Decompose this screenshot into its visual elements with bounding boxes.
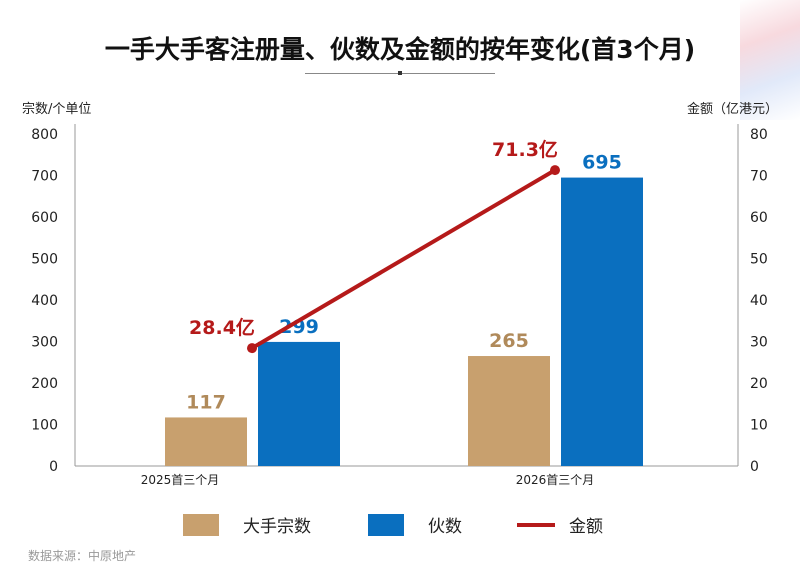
right-tick-label: 40 bbox=[750, 293, 768, 309]
legend-label: 伙数 bbox=[428, 517, 462, 537]
chart-svg: 0 100 200 300 400 500 600 700 800 0 10 20 30 40 50 60 70… bbox=[31, 124, 768, 487]
bar-units bbox=[258, 341, 340, 466]
left-tick-label: 100 bbox=[31, 418, 58, 434]
legend-label: 大手宗数 bbox=[243, 517, 311, 537]
x-tick-label: 2025首三个月 bbox=[141, 473, 220, 487]
data-label: 695 bbox=[582, 152, 622, 174]
amount-point bbox=[550, 165, 560, 176]
left-tick-label: 600 bbox=[31, 210, 58, 226]
chart-title: 一手大手客注册量、伙数及金额的按年变化(首3个月) bbox=[104, 35, 696, 64]
left-tick-label: 400 bbox=[31, 293, 58, 309]
right-tick-label: 80 bbox=[750, 127, 768, 143]
x-tick-label: 2026首三个月 bbox=[516, 473, 595, 487]
amount-label: 28.4亿 bbox=[189, 316, 255, 339]
left-axis-label: 宗数/个单位 bbox=[22, 102, 92, 117]
legend-swatch-blue bbox=[368, 513, 404, 536]
title-divider-dot bbox=[398, 71, 402, 75]
left-tick-label: 800 bbox=[31, 127, 58, 143]
legend-line-red bbox=[517, 522, 555, 527]
bar-units bbox=[561, 177, 643, 466]
legend-item-units: 伙数 bbox=[368, 512, 462, 537]
legend-item-bulk-count: 大手宗数 bbox=[183, 512, 311, 537]
data-label: 265 bbox=[489, 330, 529, 352]
left-tick-label: 0 bbox=[49, 459, 58, 475]
amount-label: 71.3亿 bbox=[492, 138, 558, 161]
corner-decoration bbox=[740, 0, 800, 120]
left-tick-label: 700 bbox=[31, 169, 58, 185]
left-tick-label: 500 bbox=[31, 252, 58, 268]
right-tick-label: 20 bbox=[750, 376, 768, 392]
right-tick-label: 70 bbox=[750, 169, 768, 185]
right-tick-label: 0 bbox=[750, 459, 759, 475]
right-tick-label: 60 bbox=[750, 210, 768, 226]
left-tick-label: 200 bbox=[31, 376, 58, 392]
left-tick-label: 300 bbox=[31, 335, 58, 351]
right-tick-label: 50 bbox=[750, 252, 768, 268]
right-axis-label: 金额（亿港元） bbox=[686, 102, 778, 117]
legend-swatch-tan bbox=[183, 513, 219, 536]
bar-bulk-count bbox=[165, 417, 247, 466]
data-label: 117 bbox=[186, 391, 226, 413]
amount-point bbox=[247, 343, 257, 354]
amount-line bbox=[250, 168, 557, 350]
legend: 大手宗数 伙数 金额 bbox=[0, 512, 800, 542]
legend-item-amount: 金额 bbox=[517, 512, 603, 537]
data-source: 数据来源：中原地产 bbox=[28, 549, 137, 563]
right-tick-label: 10 bbox=[750, 418, 768, 434]
legend-label: 金额 bbox=[569, 517, 603, 537]
right-tick-label: 30 bbox=[750, 335, 768, 351]
data-label: 299 bbox=[279, 316, 319, 338]
bar-bulk-count bbox=[468, 356, 550, 466]
